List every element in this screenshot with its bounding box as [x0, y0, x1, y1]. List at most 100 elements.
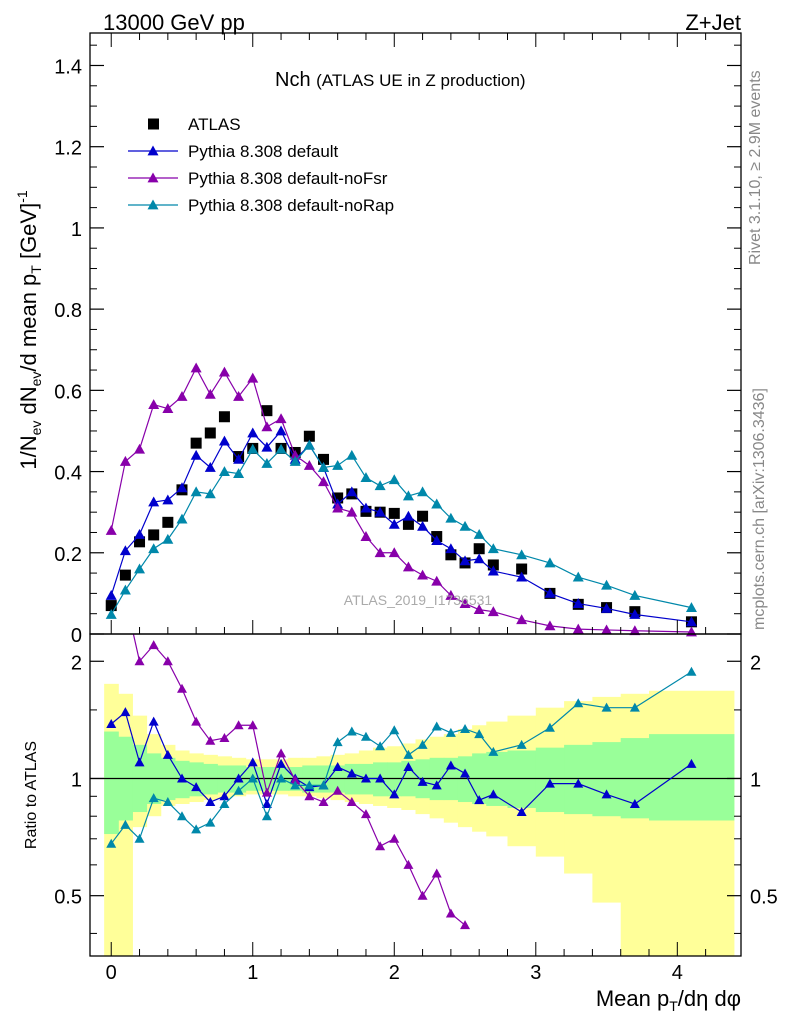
main-plot-panel: ATLAS_2019_I1736531 Nch (ATLAS UE in Z p…: [14, 32, 742, 647]
series-point-noFsr: [487, 606, 499, 617]
atlas-data-point: [318, 453, 330, 465]
ratio-point-default: [431, 780, 442, 790]
ratio-point-noFsr: [375, 841, 386, 851]
series-point-noRap: [629, 589, 641, 600]
series-point-noRap: [459, 520, 471, 531]
ratio-point-noRap: [573, 698, 584, 708]
series-point-noFsr: [431, 575, 443, 586]
ratio-y-axis-label: Ratio to ATLAS: [23, 741, 40, 849]
series-point-noFsr: [148, 399, 160, 409]
series-point-noRap: [190, 486, 202, 497]
main-ytick-label: 0.2: [54, 544, 82, 566]
main-ytick-label: 1.2: [54, 138, 82, 160]
ratio-ytick-label-right: 1: [750, 769, 761, 791]
series-point-noRap: [289, 455, 301, 466]
ratio-ytick-label-right: 2: [750, 652, 761, 674]
main-ytick-label: 0: [71, 625, 82, 647]
series-point-noRap: [346, 449, 358, 460]
ratio-point-noRap: [686, 666, 697, 676]
ratio-point-default: [261, 798, 272, 808]
process-label: Z+Jet: [685, 10, 741, 35]
ratio-point-noRap: [176, 811, 187, 821]
x-tick-label: 3: [530, 962, 541, 984]
series-point-noFsr: [176, 390, 188, 401]
energy-label: 13000 GeV pp: [103, 10, 245, 35]
main-ytick-label: 0.8: [54, 300, 82, 322]
ratio-point-noRap: [601, 702, 612, 712]
ratio-point-noRap: [106, 838, 117, 848]
ratio-point-default: [389, 789, 400, 799]
series-point-default: [162, 494, 174, 505]
ratio-point-default: [148, 716, 159, 726]
ratio-point-noFsr: [205, 735, 216, 745]
ratio-point-noFsr: [219, 733, 230, 743]
series-point-noFsr: [459, 598, 471, 608]
ratio-point-noRap: [474, 729, 485, 739]
ratio-point-noRap: [276, 773, 287, 783]
ratio-point-default: [375, 773, 386, 783]
ratio-ytick-label-right: 0.5: [750, 887, 778, 909]
atlas-data-point: [134, 536, 146, 548]
series-point-noRap: [572, 571, 584, 582]
series-point-noFsr: [162, 403, 174, 414]
series-point-default: [261, 441, 273, 452]
series-point-default: [204, 462, 216, 472]
atlas-data-point: [204, 427, 216, 439]
atlas-data-point: [487, 559, 499, 571]
ratio-point-noFsr: [233, 720, 244, 730]
series-point-default: [431, 535, 443, 546]
ratio-point-noRap: [120, 819, 131, 829]
legend-label-default: Pythia 8.308 default: [188, 142, 339, 161]
series-point-default: [218, 435, 230, 446]
rivet-label: Rivet 3.1.10, ≥ 2.9M events: [747, 70, 764, 265]
series-point-default: [572, 598, 584, 608]
legend-label-atlas: ATLAS: [188, 115, 241, 134]
ratio-point-noRap: [219, 798, 230, 808]
ratio-point-noRap: [134, 833, 145, 843]
series-point-noRap: [360, 472, 372, 483]
legend-marker-noFsr: [147, 172, 159, 183]
ratio-line-default: [110, 711, 692, 813]
series-point-noFsr: [204, 388, 216, 399]
x-tick-label: 4: [672, 962, 683, 984]
series-point-noRap: [516, 549, 528, 560]
uncertainty-band-inner: [189, 762, 204, 797]
series-point-noRap: [487, 543, 499, 554]
atlas-data-point: [473, 543, 485, 555]
ratio-frame: [89, 633, 742, 957]
series-point-noRap: [601, 579, 613, 590]
series-point-default: [459, 555, 471, 566]
ratio-point-noFsr: [403, 859, 414, 869]
series-point-default: [685, 616, 697, 627]
legend-label-noFsr: Pythia 8.308 default-noFsr: [188, 169, 388, 188]
ratio-point-noFsr: [261, 787, 272, 797]
ratio-point-noFsr: [290, 775, 301, 785]
ratio-point-default: [474, 795, 485, 805]
series-point-noFsr: [303, 459, 315, 470]
ratio-point-noRap: [304, 780, 315, 790]
uncertainty-band-inner: [203, 763, 218, 795]
series-point-default: [119, 545, 131, 556]
ratio-point-noFsr: [346, 797, 357, 807]
ratio-point-noFsr: [332, 785, 343, 795]
ratio-point-noFsr: [247, 720, 258, 730]
ratio-point-default: [516, 807, 527, 817]
ratio-point-default: [176, 773, 187, 783]
main-ytick-label: 1: [71, 219, 82, 241]
series-point-noFsr: [417, 569, 429, 580]
ratio-point-noFsr: [162, 656, 173, 666]
ratio-point-noFsr: [120, 593, 130, 602]
series-line-noRap: [110, 444, 692, 615]
series-line-noFsr: [110, 366, 692, 633]
ratio-point-noFsr: [106, 557, 116, 566]
series-point-noRap: [374, 480, 386, 491]
atlas-data-point: [218, 411, 230, 423]
ratio-ytick-label-left: 1: [71, 769, 82, 791]
series-point-noRap: [261, 457, 273, 468]
ratio-point-noFsr: [134, 656, 145, 666]
atlas-data-point: [105, 600, 117, 612]
ratio-point-default: [247, 757, 258, 767]
series-point-noRap: [134, 563, 146, 574]
series-point-default: [487, 565, 499, 576]
ratio-content: [90, 557, 741, 956]
